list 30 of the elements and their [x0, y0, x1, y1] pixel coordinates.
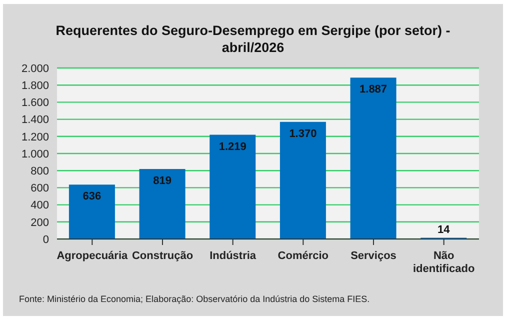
bar — [139, 168, 186, 239]
x-tick-label: Serviços — [350, 250, 396, 262]
y-tick-label: 200 — [30, 216, 49, 229]
y-tick-label: 0 — [42, 234, 49, 246]
x-tick-label: Construção — [132, 250, 194, 262]
x-tick-label: Agropecuária — [56, 250, 128, 262]
y-tick-label: 1.200 — [21, 131, 49, 144]
data-label: 1.219 — [218, 140, 246, 153]
bar — [68, 184, 115, 239]
data-label: 819 — [153, 174, 172, 187]
bar — [280, 122, 326, 239]
y-tick-label: 400 — [30, 200, 49, 212]
y-tick-label: 1.000 — [21, 148, 49, 160]
y-tick-label: 600 — [30, 182, 49, 195]
data-label: 636 — [82, 190, 102, 203]
x-tick-label: Comércio — [278, 250, 329, 262]
y-tick-label: 1.600 — [21, 97, 49, 110]
y-tick-label: 1.800 — [21, 80, 49, 92]
source-note: Fonte: Ministério da Economia; Elaboração: Observatório da Indústria do Sistema FIES. — [19, 294, 370, 304]
data-label: 14 — [438, 224, 451, 236]
y-tick-label: 2.000 — [21, 62, 49, 75]
y-tick-label: 800 — [30, 166, 49, 178]
bar — [210, 134, 256, 239]
data-label: 1.370 — [289, 128, 317, 140]
x-tick-label: Não identificado — [412, 250, 475, 275]
bar — [350, 78, 396, 239]
data-label: 1.887 — [360, 84, 388, 96]
x-tick-label: Indústria — [210, 250, 257, 262]
y-tick-label: 1.400 — [21, 114, 49, 126]
chart-title: Requerentes do Seguro-Desemprego em Sergipe (por setor) - abril/2026 — [54, 22, 452, 56]
